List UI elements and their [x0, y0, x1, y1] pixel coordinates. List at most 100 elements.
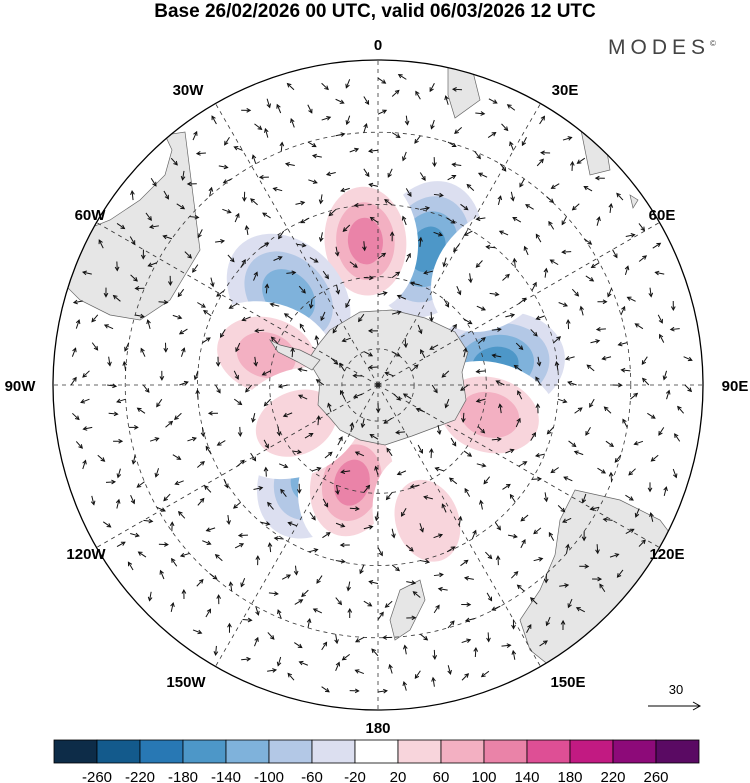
wind-arrow-head [193, 375, 199, 381]
wind-arrow [296, 243, 306, 247]
wind-arrow [502, 274, 510, 281]
latitude-circle [124, 131, 632, 639]
wind-arrow-head [450, 546, 456, 551]
wind-arrow-head [571, 205, 577, 211]
wind-arrow-head [216, 594, 222, 599]
anomaly-contour [255, 389, 337, 457]
wind-arrow-head [608, 471, 614, 477]
wind-arrow-head [127, 561, 133, 567]
wind-arrow [410, 282, 420, 286]
wind-arrow [129, 236, 136, 245]
wind-arrow-head [621, 305, 626, 311]
wind-arrow-head [340, 469, 346, 475]
wind-arrow-head [276, 103, 281, 109]
wind-arrow-head [397, 74, 403, 79]
wind-arrow-head [496, 436, 502, 442]
wind-arrow-head [216, 292, 221, 297]
colorbar-label: 60 [433, 769, 450, 783]
wind-arrow-head [272, 668, 278, 673]
wind-arrow [447, 620, 455, 629]
wind-arrow-head [463, 559, 469, 565]
wind-arrow-head [154, 472, 160, 478]
wind-arrow [445, 95, 449, 105]
wind-arrow [280, 489, 287, 497]
wind-arrow [433, 649, 436, 659]
wind-arrow [463, 318, 472, 325]
wind-arrow-head [181, 589, 187, 594]
wind-arrow-head [169, 521, 175, 527]
wind-arrow-head [476, 154, 481, 160]
wind-arrow [268, 592, 278, 595]
wind-arrow-head [658, 318, 663, 324]
wind-arrow [411, 364, 419, 372]
wind-arrow-head [340, 132, 346, 137]
wind-arrow [515, 342, 523, 350]
wind-arrow-head [532, 281, 537, 287]
wind-arrow-head [298, 394, 304, 399]
wind-arrow-head [300, 218, 306, 224]
wind-arrow [234, 146, 243, 151]
wind-arrow [130, 274, 138, 282]
wind-arrow-head [383, 419, 389, 424]
wind-arrow [317, 416, 320, 426]
wind-arrow [419, 237, 422, 247]
wind-arrow-head [473, 646, 479, 652]
wind-arrow [194, 370, 199, 380]
wind-arrow [445, 398, 450, 408]
wind-arrow-head [550, 184, 556, 189]
wind-arrow [518, 297, 527, 305]
wind-arrow-head [214, 554, 220, 559]
wind-arrow-head [195, 389, 200, 395]
wind-arrow [447, 141, 457, 147]
wind-arrow-head [402, 680, 408, 686]
colorbar-swatch [53, 739, 98, 764]
wind-arrow [288, 522, 297, 527]
wind-arrow-head [224, 140, 229, 146]
wind-arrow-head [573, 450, 579, 455]
wind-arrow-head [82, 373, 87, 378]
wind-arrow [416, 408, 426, 413]
wind-arrow-head [163, 299, 169, 305]
wind-arrow [377, 612, 384, 621]
wind-arrow [320, 232, 323, 242]
wind-arrow-head [564, 356, 570, 361]
wind-arrow [98, 239, 104, 249]
wind-arrow [403, 681, 407, 691]
wind-arrow [491, 605, 501, 611]
wind-arrow [277, 609, 282, 619]
wind-arrow [377, 109, 387, 115]
wind-arrow-head [134, 424, 139, 430]
wind-arrow [559, 584, 569, 587]
wind-arrow-head [368, 525, 374, 530]
wind-arrow [670, 328, 680, 331]
wind-arrow [447, 175, 456, 181]
wind-arrow-head [179, 552, 185, 558]
wind-arrow [684, 384, 692, 392]
wind-arrow-head [290, 118, 295, 124]
wind-arrow [310, 298, 313, 309]
wind-arrow-head [429, 87, 434, 93]
colorbar-swatch [440, 739, 485, 764]
wind-arrow [369, 581, 379, 585]
wind-arrow-head [451, 87, 457, 92]
wind-arrow-head [219, 333, 225, 338]
wind-arrow-head [521, 538, 526, 544]
wind-arrow-head [562, 518, 567, 523]
wind-arrow-head [448, 477, 454, 483]
wind-arrow [423, 496, 433, 500]
wind-arrow [677, 406, 685, 414]
wind-arrow [264, 398, 271, 407]
wind-arrow [177, 288, 185, 297]
wind-arrow-head [607, 292, 612, 298]
wind-arrow-head [112, 294, 118, 300]
wind-arrow [550, 259, 559, 266]
wind-arrow-head [512, 257, 518, 263]
wind-arrow-head [325, 532, 331, 537]
wind-arrow [518, 461, 527, 467]
wind-arrow [431, 384, 438, 393]
colorbar-label: -20 [344, 769, 366, 783]
wind-arrow [487, 632, 490, 642]
label-lon-60w: 60W [75, 207, 107, 224]
wind-arrow-head [197, 629, 203, 635]
wind-arrow-head [464, 617, 471, 623]
